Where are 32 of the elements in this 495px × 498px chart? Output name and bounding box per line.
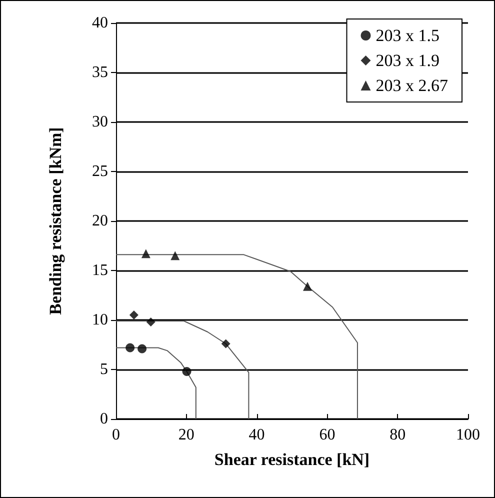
point: [182, 366, 192, 376]
x-tick-label: 80: [390, 426, 406, 444]
y-tick-label: 40: [92, 14, 108, 32]
point: [129, 310, 138, 320]
point: [146, 317, 156, 326]
legend-label: 203 x 2.67: [376, 76, 448, 95]
y-tick-label: 15: [92, 262, 108, 279]
point: [221, 339, 230, 348]
x-tick-label: 20: [178, 426, 194, 444]
x-tick-label: 40: [248, 426, 265, 444]
y-tick-label: 0: [100, 410, 108, 428]
line-series: [116, 347, 196, 420]
y-tick-label: 30: [92, 114, 108, 130]
y-tick-label: 5: [100, 361, 108, 378]
y-tick-label: 20: [92, 212, 108, 230]
point: [302, 282, 312, 291]
y-tick-label: 35: [92, 64, 108, 81]
y-tick-label: 10: [92, 312, 108, 328]
x-axis-title: Shear resistance [kN]: [214, 450, 370, 469]
y-axis-title: Bending resistance [kNm]: [46, 127, 65, 315]
point: [170, 251, 180, 260]
point: [138, 344, 147, 354]
line-series: [116, 320, 250, 420]
point: [126, 343, 135, 352]
point: [141, 249, 150, 258]
x-tick-label: 60: [319, 426, 336, 444]
x-tick-label: 0: [112, 426, 120, 444]
legend-label: 203 x 1.9: [376, 51, 440, 70]
line-series: [116, 254, 358, 420]
x-tick-label: 100: [456, 426, 480, 444]
legend-label: 203 x 1.5: [376, 26, 440, 45]
y-tick-label: 25: [92, 163, 108, 180]
